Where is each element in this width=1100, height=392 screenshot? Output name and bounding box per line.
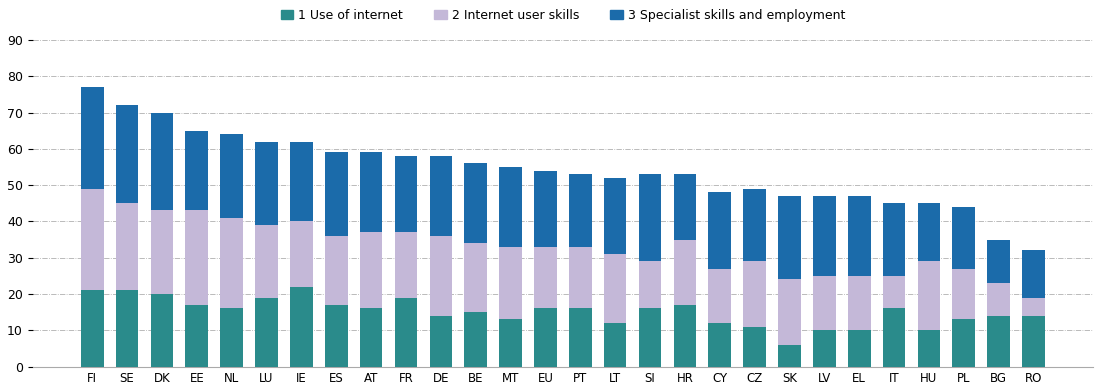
Bar	[673, 240, 696, 305]
Bar	[324, 305, 348, 367]
Bar	[569, 174, 592, 247]
Bar	[744, 261, 766, 327]
Bar	[569, 309, 592, 367]
Bar	[535, 309, 557, 367]
Bar	[186, 131, 208, 211]
Bar	[464, 163, 487, 243]
Bar	[744, 189, 766, 261]
Bar	[744, 327, 766, 367]
Bar	[708, 269, 732, 323]
Bar	[151, 113, 174, 211]
Bar	[220, 218, 243, 309]
Bar	[186, 305, 208, 367]
Bar	[953, 269, 975, 319]
Bar	[255, 142, 278, 225]
Bar	[290, 287, 312, 367]
Bar	[778, 279, 801, 345]
Bar	[116, 105, 139, 203]
Bar	[429, 236, 452, 316]
Bar	[988, 240, 1010, 283]
Bar	[290, 142, 312, 221]
Bar	[255, 298, 278, 367]
Bar	[429, 156, 452, 236]
Bar	[81, 189, 103, 290]
Bar	[395, 156, 417, 232]
Bar	[988, 283, 1010, 316]
Legend: 1 Use of internet, 2 Internet user skills, 3 Specialist skills and employment: 1 Use of internet, 2 Internet user skill…	[276, 4, 850, 27]
Bar	[535, 247, 557, 309]
Bar	[499, 167, 521, 247]
Bar	[151, 294, 174, 367]
Bar	[569, 247, 592, 309]
Bar	[360, 152, 383, 232]
Bar	[116, 203, 139, 290]
Bar	[882, 309, 905, 367]
Bar	[604, 178, 627, 254]
Bar	[220, 134, 243, 218]
Bar	[186, 211, 208, 305]
Bar	[220, 309, 243, 367]
Bar	[604, 254, 627, 323]
Bar	[429, 316, 452, 367]
Bar	[116, 290, 139, 367]
Bar	[1022, 298, 1045, 316]
Bar	[673, 305, 696, 367]
Bar	[535, 171, 557, 247]
Bar	[917, 330, 940, 367]
Bar	[639, 261, 661, 309]
Bar	[778, 345, 801, 367]
Bar	[639, 309, 661, 367]
Bar	[360, 232, 383, 309]
Bar	[324, 152, 348, 236]
Bar	[499, 319, 521, 367]
Bar	[917, 203, 940, 261]
Bar	[151, 211, 174, 294]
Bar	[464, 243, 487, 312]
Bar	[1022, 250, 1045, 298]
Bar	[1022, 316, 1045, 367]
Bar	[708, 192, 732, 269]
Bar	[848, 276, 870, 330]
Bar	[882, 276, 905, 309]
Bar	[778, 196, 801, 279]
Bar	[290, 221, 312, 287]
Bar	[395, 232, 417, 298]
Bar	[81, 87, 103, 189]
Bar	[81, 290, 103, 367]
Bar	[953, 319, 975, 367]
Bar	[988, 316, 1010, 367]
Bar	[360, 309, 383, 367]
Bar	[324, 236, 348, 305]
Bar	[813, 330, 836, 367]
Bar	[813, 196, 836, 276]
Bar	[464, 312, 487, 367]
Bar	[882, 203, 905, 276]
Bar	[255, 225, 278, 298]
Bar	[639, 174, 661, 261]
Bar	[813, 276, 836, 330]
Bar	[395, 298, 417, 367]
Bar	[708, 323, 732, 367]
Bar	[848, 196, 870, 276]
Bar	[848, 330, 870, 367]
Bar	[604, 323, 627, 367]
Bar	[917, 261, 940, 330]
Bar	[953, 207, 975, 269]
Bar	[499, 247, 521, 319]
Bar	[673, 174, 696, 240]
